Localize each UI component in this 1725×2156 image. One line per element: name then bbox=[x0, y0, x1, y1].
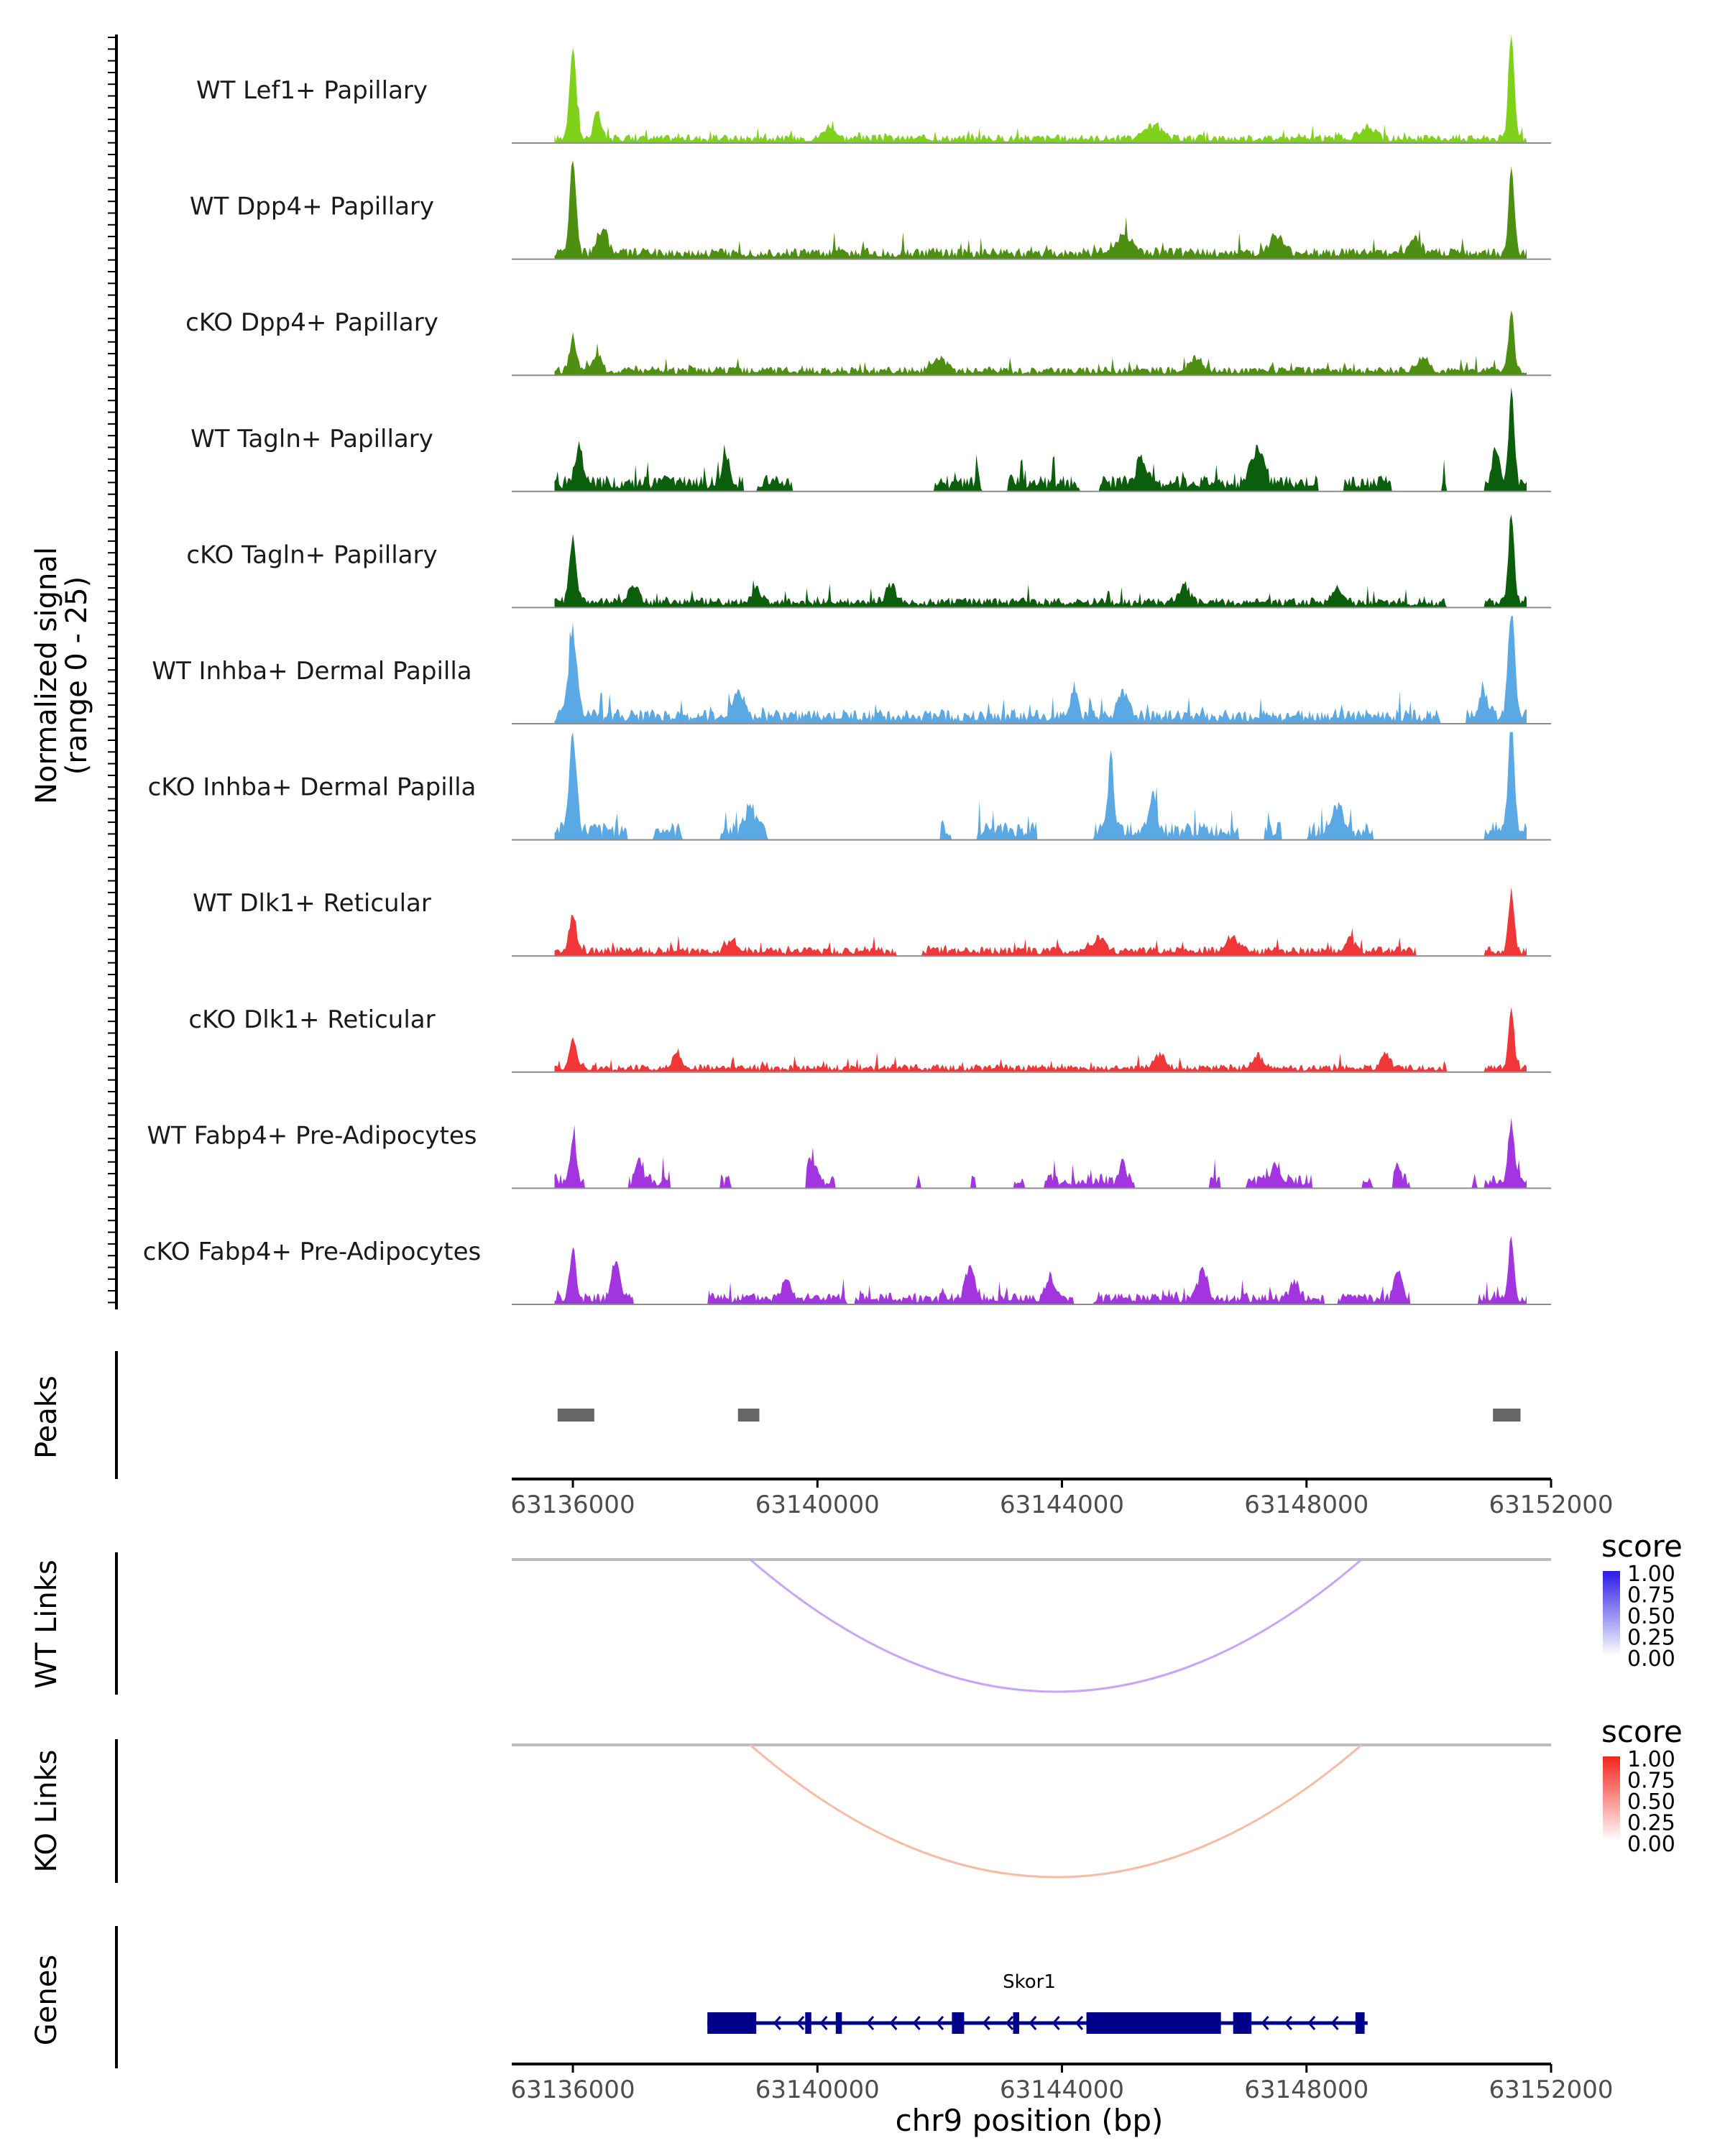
legend-title-1: score bbox=[1601, 1529, 1683, 1564]
coverage-area-4 bbox=[554, 387, 1527, 492]
gene-exon bbox=[1086, 2012, 1221, 2034]
legend-label: 1.00 bbox=[1627, 1562, 1675, 1587]
legend-label: 0.25 bbox=[1627, 1626, 1675, 1651]
coverage-area-2 bbox=[554, 160, 1527, 259]
legend-label: 0.00 bbox=[1627, 1646, 1675, 1672]
track-label: cKO Dpp4+ Papillary bbox=[185, 308, 438, 337]
strand-arrow bbox=[1052, 2016, 1060, 2030]
strand-arrow bbox=[1029, 2016, 1037, 2030]
strand-arrow bbox=[773, 2016, 781, 2030]
strand-arrow bbox=[796, 2016, 805, 2030]
legend-label: 0.75 bbox=[1627, 1769, 1675, 1794]
y-axis-label-line2: (range 0 - 25) bbox=[60, 576, 93, 775]
legend-label: 0.75 bbox=[1627, 1583, 1675, 1608]
genes-x-tick-label: 63136000 bbox=[511, 2076, 635, 2104]
peaks-x-tick-label: 63136000 bbox=[511, 1491, 635, 1519]
strand-arrow bbox=[819, 2016, 828, 2030]
track-label: cKO Dlk1+ Reticular bbox=[188, 1005, 435, 1034]
track-label: cKO Inhba+ Dermal Papilla bbox=[148, 773, 477, 802]
strand-arrow bbox=[1307, 2016, 1316, 2030]
coverage-area-1 bbox=[554, 35, 1527, 143]
coverage-tracks: WT Lef1+ Papillary WT Dpp4+ Papillary cKO … bbox=[108, 34, 1551, 1309]
wt-links-label: WT Links bbox=[30, 1560, 63, 1688]
coverage-area-10 bbox=[554, 1118, 1527, 1189]
legend-colorbar-2 bbox=[1603, 1756, 1620, 1841]
peaks-track-label: Peaks bbox=[30, 1376, 63, 1459]
track-label: cKO Tagln+ Papillary bbox=[186, 540, 437, 569]
peaks-x-tick-label: 63144000 bbox=[1000, 1491, 1124, 1519]
peak-rect bbox=[1493, 1409, 1521, 1422]
genes-x-tick-label: 63144000 bbox=[1000, 2076, 1124, 2104]
gene-exon bbox=[707, 2012, 757, 2034]
peaks-x-tick-label: 63152000 bbox=[1489, 1491, 1613, 1519]
genes-x-tick-label: 63152000 bbox=[1489, 2076, 1613, 2104]
gene-exon bbox=[805, 2012, 811, 2034]
ko-links-label: KO Links bbox=[30, 1750, 63, 1873]
strand-arrow bbox=[1330, 2016, 1339, 2030]
coverage-area-7 bbox=[554, 732, 1527, 840]
strand-arrow bbox=[982, 2016, 990, 2030]
strand-arrow bbox=[1284, 2016, 1292, 2030]
track-label: WT Dlk1+ Reticular bbox=[193, 889, 431, 918]
track-label: WT Tagln+ Papillary bbox=[190, 425, 433, 453]
gene-exon bbox=[1233, 2012, 1252, 2034]
genes-track: 63136000 63140000 63144000 63148000 63152000 bbox=[115, 1926, 1614, 2104]
gene-name-label: Skor1 bbox=[1003, 1971, 1056, 1993]
track-label: cKO Fabp4+ Pre-Adipocytes bbox=[143, 1238, 482, 1266]
coverage-area-5 bbox=[554, 514, 1527, 608]
strand-arrow bbox=[1261, 2016, 1269, 2030]
legend-label: 0.25 bbox=[1627, 1811, 1675, 1836]
track-label: WT Fabp4+ Pre-Adipocytes bbox=[147, 1121, 477, 1150]
coverage-area-6 bbox=[554, 616, 1527, 724]
legend-label: 0.50 bbox=[1627, 1604, 1675, 1629]
track-label: WT Inhba+ Dermal Papilla bbox=[152, 657, 472, 686]
peaks-track: 63136000 63140000 63144000 63148000 63152000 bbox=[115, 1351, 1614, 1519]
strand-arrow bbox=[889, 2016, 898, 2030]
links-tracks: score1.000.750.500.250.00score1.000.750.… bbox=[115, 1529, 1683, 1883]
track-label: WT Lef1+ Papillary bbox=[196, 76, 428, 105]
peaks-x-tick-label: 63148000 bbox=[1244, 1491, 1368, 1519]
strand-arrow bbox=[1075, 2016, 1084, 2030]
coverage-area-9 bbox=[554, 1007, 1527, 1072]
gene-exon bbox=[952, 2012, 965, 2034]
gene-exon bbox=[1355, 2012, 1365, 2034]
genes-track-label: Genes bbox=[30, 1955, 63, 2045]
strand-arrow bbox=[1005, 2016, 1014, 2030]
strand-arrow bbox=[912, 2016, 921, 2030]
legend-label: 0.50 bbox=[1627, 1789, 1675, 1815]
legend-label: 0.00 bbox=[1627, 1832, 1675, 1857]
legend-label: 1.00 bbox=[1627, 1747, 1675, 1772]
gene-exon bbox=[835, 2012, 842, 2034]
peaks-x-tick-label: 63140000 bbox=[755, 1491, 880, 1519]
peak-rect bbox=[557, 1409, 594, 1422]
track-label: WT Dpp4+ Papillary bbox=[190, 193, 434, 221]
peak-rect bbox=[737, 1409, 760, 1422]
link-arc-2 bbox=[749, 1743, 1363, 1879]
y-axis-label-line1: Normalized signal bbox=[30, 547, 63, 804]
coverage-area-11 bbox=[554, 1236, 1527, 1304]
x-axis-label: chr9 position (bp) bbox=[896, 2103, 1164, 2138]
strand-arrow bbox=[866, 2016, 875, 2030]
legend-title-2: score bbox=[1601, 1714, 1683, 1749]
coverage-area-3 bbox=[554, 310, 1527, 376]
strand-arrow bbox=[936, 2016, 944, 2030]
gene-exon bbox=[1013, 2012, 1019, 2034]
link-arc-1 bbox=[749, 1558, 1363, 1693]
legend-colorbar-1 bbox=[1603, 1571, 1620, 1656]
genes-x-tick-label: 63148000 bbox=[1244, 2076, 1368, 2104]
genes-x-tick-label: 63140000 bbox=[755, 2076, 880, 2104]
coverage-area-8 bbox=[554, 887, 1527, 957]
